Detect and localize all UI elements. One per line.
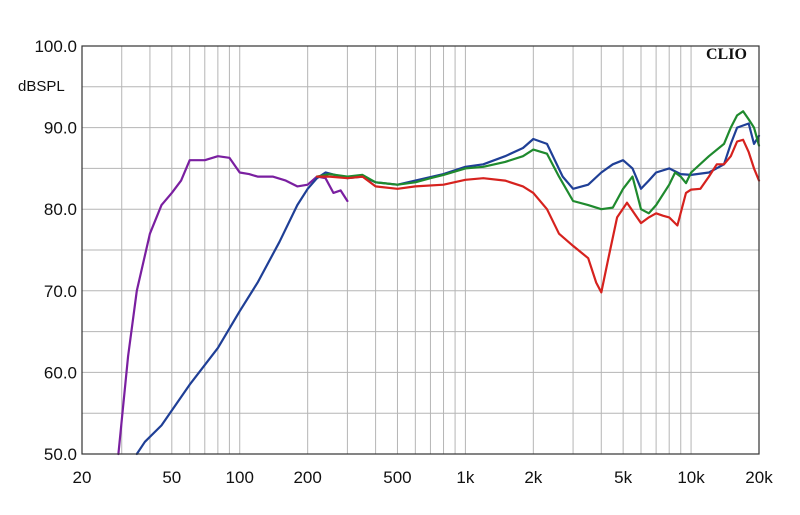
y-axis-label: dBSPL xyxy=(18,78,65,95)
grid xyxy=(82,46,759,454)
x-tick-label: 20 xyxy=(73,468,92,487)
x-tick-label: 50 xyxy=(162,468,181,487)
x-tick-label: 200 xyxy=(293,468,321,487)
y-tick-label: 100.0 xyxy=(34,37,77,56)
x-tick-label: 100 xyxy=(226,468,254,487)
series-line-3 xyxy=(315,110,761,215)
x-tick-label: 10k xyxy=(677,468,705,487)
x-tick-label: 2k xyxy=(524,468,542,487)
y-tick-label: 60.0 xyxy=(44,363,77,382)
brand-logo: CLIO xyxy=(706,46,747,63)
plot-frame xyxy=(81,45,760,455)
x-tick-label: 5k xyxy=(614,468,632,487)
y-tick-label: 70.0 xyxy=(44,282,77,301)
x-tick-label: 20k xyxy=(745,468,773,487)
series-layer xyxy=(117,110,761,456)
series-line-4 xyxy=(315,138,761,294)
x-tick-label: 1k xyxy=(456,468,474,487)
y-tick-label: 90.0 xyxy=(44,119,77,138)
y-tick-labels: 50.0 60.0 70.0 80.0 90.0 100.0 xyxy=(34,37,77,464)
y-tick-label: 50.0 xyxy=(44,445,77,464)
y-tick-label: 80.0 xyxy=(44,200,77,219)
x-tick-label: 500 xyxy=(383,468,411,487)
x-tick-labels: 20 50 100 200 500 1k 2k 5k 10k 20k xyxy=(73,468,774,487)
